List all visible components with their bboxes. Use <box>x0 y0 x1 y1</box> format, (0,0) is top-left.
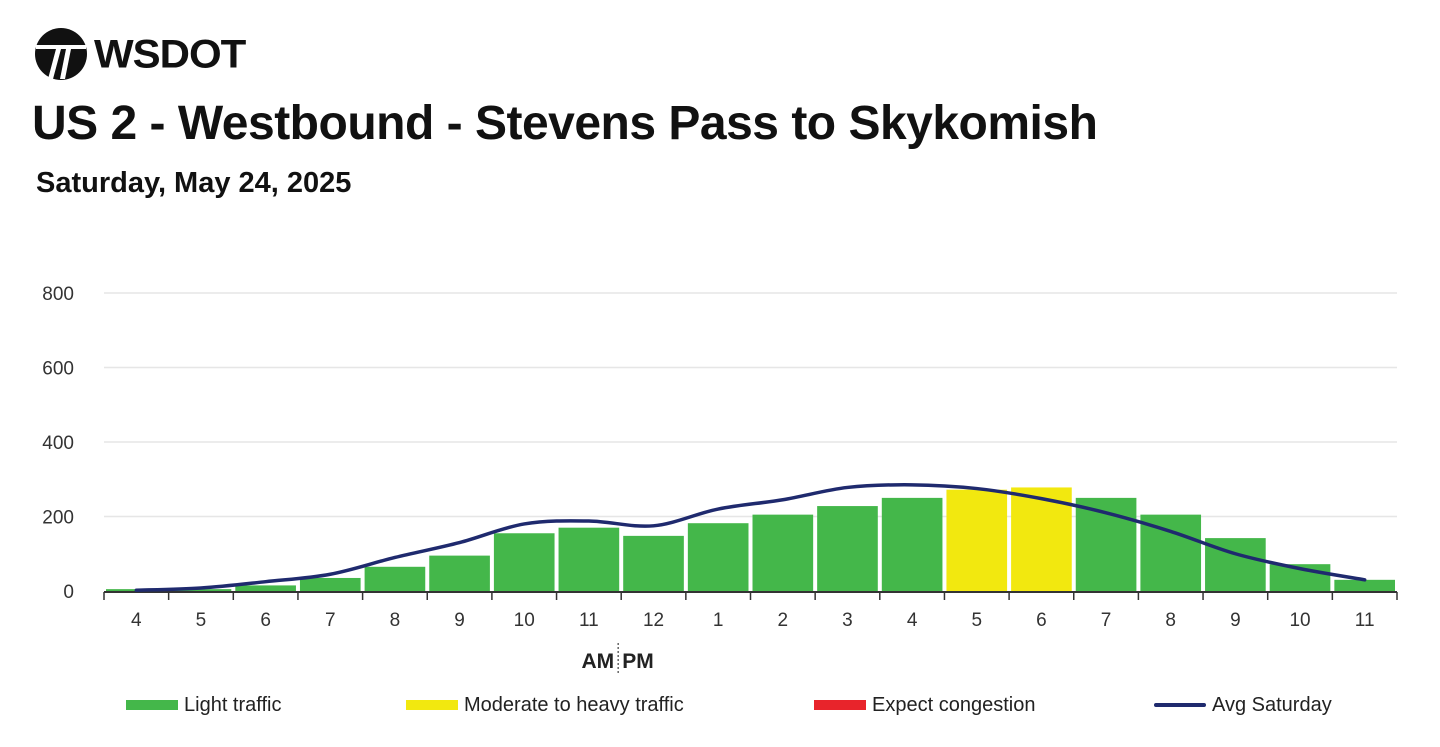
bar <box>1140 514 1202 591</box>
x-tick-label: 5 <box>971 610 982 631</box>
x-tick-label: 11 <box>1355 610 1375 631</box>
wsdot-logo: WSDOT <box>34 27 246 81</box>
bar <box>493 533 555 591</box>
x-tick-label: 7 <box>325 610 336 631</box>
legend-item-light: Light traffic <box>126 688 281 722</box>
pm-label: PM <box>622 650 654 673</box>
bar <box>235 585 296 591</box>
y-tick-label: 800 <box>42 284 74 305</box>
bar <box>170 589 232 591</box>
bar <box>687 523 749 591</box>
legend-item-moderate: Moderate to heavy traffic <box>406 688 684 722</box>
x-tick-label: 8 <box>390 610 401 631</box>
legend-item-avg: Avg Saturday <box>1154 688 1332 722</box>
legend-label-avg: Avg Saturday <box>1212 693 1332 716</box>
bar <box>1334 579 1395 591</box>
bar <box>623 535 684 591</box>
legend-line-avg <box>1154 703 1206 707</box>
legend-swatch-congestion <box>814 700 866 710</box>
bar <box>364 566 426 591</box>
x-tick-label: 7 <box>1101 610 1112 631</box>
bar <box>752 514 814 591</box>
x-tick-label: 1 <box>713 610 724 631</box>
logo-text: WSDOT <box>94 31 246 76</box>
legend-swatch-moderate <box>406 700 458 710</box>
legend-item-congestion: Expect congestion <box>814 688 1035 722</box>
x-tick-label: 4 <box>131 610 142 631</box>
y-tick-label: 600 <box>42 359 74 380</box>
y-tick-label: 0 <box>63 582 74 603</box>
legend-swatch-light <box>126 700 178 710</box>
x-tick-label: 6 <box>260 610 271 631</box>
page-subtitle: Saturday, May 24, 2025 <box>36 167 352 199</box>
legend-label-moderate: Moderate to heavy traffic <box>464 693 684 716</box>
am-label: AM <box>582 650 615 673</box>
y-tick-label: 400 <box>42 433 74 454</box>
x-tick-label: 6 <box>1036 610 1047 631</box>
bar <box>946 489 1008 591</box>
y-tick-label: 200 <box>42 508 74 529</box>
bar <box>881 497 943 591</box>
x-tick-label: 8 <box>1165 610 1176 631</box>
x-tick-label: 9 <box>1230 610 1241 631</box>
x-tick-label: 10 <box>514 610 535 631</box>
x-tick-label: 9 <box>454 610 465 631</box>
page-title: US 2 - Westbound - Stevens Pass to Skyko… <box>32 97 1098 150</box>
legend-label-congestion: Expect congestion <box>872 693 1036 716</box>
wsdot-emblem-icon <box>35 28 87 80</box>
chart-legend: Light traffic Moderate to heavy traffic … <box>0 688 1440 722</box>
x-tick-label: 2 <box>778 610 789 631</box>
x-tick-label: 12 <box>643 610 664 631</box>
bar <box>429 555 490 591</box>
x-tick-label: 4 <box>907 610 918 631</box>
bar <box>299 577 361 591</box>
x-tick-label: 10 <box>1289 610 1310 631</box>
bar <box>1011 487 1072 591</box>
legend-label-light: Light traffic <box>184 693 282 716</box>
x-tick-label: 3 <box>842 610 853 631</box>
bar <box>558 527 620 591</box>
bar <box>817 506 878 591</box>
avg-saturday-line <box>134 483 1367 593</box>
x-tick-label: 5 <box>196 610 207 631</box>
x-tick-label: 11 <box>579 610 599 631</box>
